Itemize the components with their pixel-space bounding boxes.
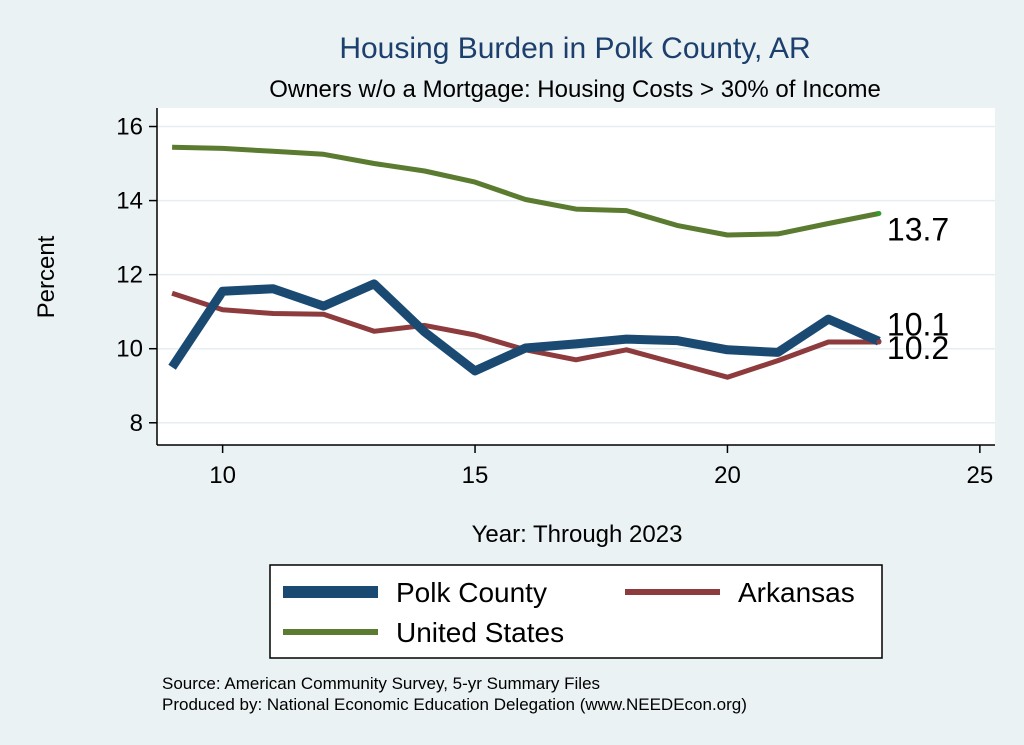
end-label-united-states: 13.7	[887, 211, 949, 247]
series-lines	[168, 144, 881, 380]
axes: 8 10 12 14 16 10 15 20 25	[116, 108, 995, 489]
gridlines	[157, 125, 995, 424]
x-axis-title: Year: Through 2023	[472, 521, 683, 548]
series-line-united-states	[172, 144, 880, 238]
end-labels: 10.210.1 13.7	[876, 211, 949, 366]
producer-note: Produced by: National Economic Education…	[162, 695, 747, 714]
x-tick-label-20: 20	[714, 462, 741, 489]
source-note: Source: American Community Survey, 5-yr …	[162, 674, 600, 693]
legend-box	[269, 564, 883, 659]
x-tick-label-10: 10	[209, 462, 236, 489]
series-line-polk-county	[168, 279, 881, 376]
y-tick-label-8: 8	[130, 410, 143, 437]
y-tick-label-10: 10	[116, 336, 143, 363]
end-label-polk-county: 10.2	[887, 330, 949, 366]
chart-title: Housing Burden in Polk County, AR	[339, 32, 810, 65]
x-tick-label-25: 25	[967, 462, 994, 489]
plot-area	[157, 108, 995, 445]
end-label-arkansas: 10.1	[887, 307, 949, 343]
chart-subtitle: Owners w/o a Mortgage: Housing Costs > 3…	[269, 76, 881, 103]
y-tick-label-16: 16	[116, 114, 143, 141]
y-tick-label-12: 12	[116, 262, 143, 289]
legend-label-arkansas: Arkansas	[738, 577, 855, 608]
y-axis-title: Percent	[33, 235, 60, 318]
end-marker-arkansas	[876, 339, 882, 345]
x-tick-label-15: 15	[462, 462, 489, 489]
legend-label-united-states: United States	[396, 617, 564, 648]
legend: Polk County Arkansas United States	[283, 577, 855, 648]
end-marker-united-states	[876, 211, 882, 217]
y-tick-label-14: 14	[116, 188, 143, 215]
legend-label-polk-county: Polk County	[396, 577, 547, 608]
